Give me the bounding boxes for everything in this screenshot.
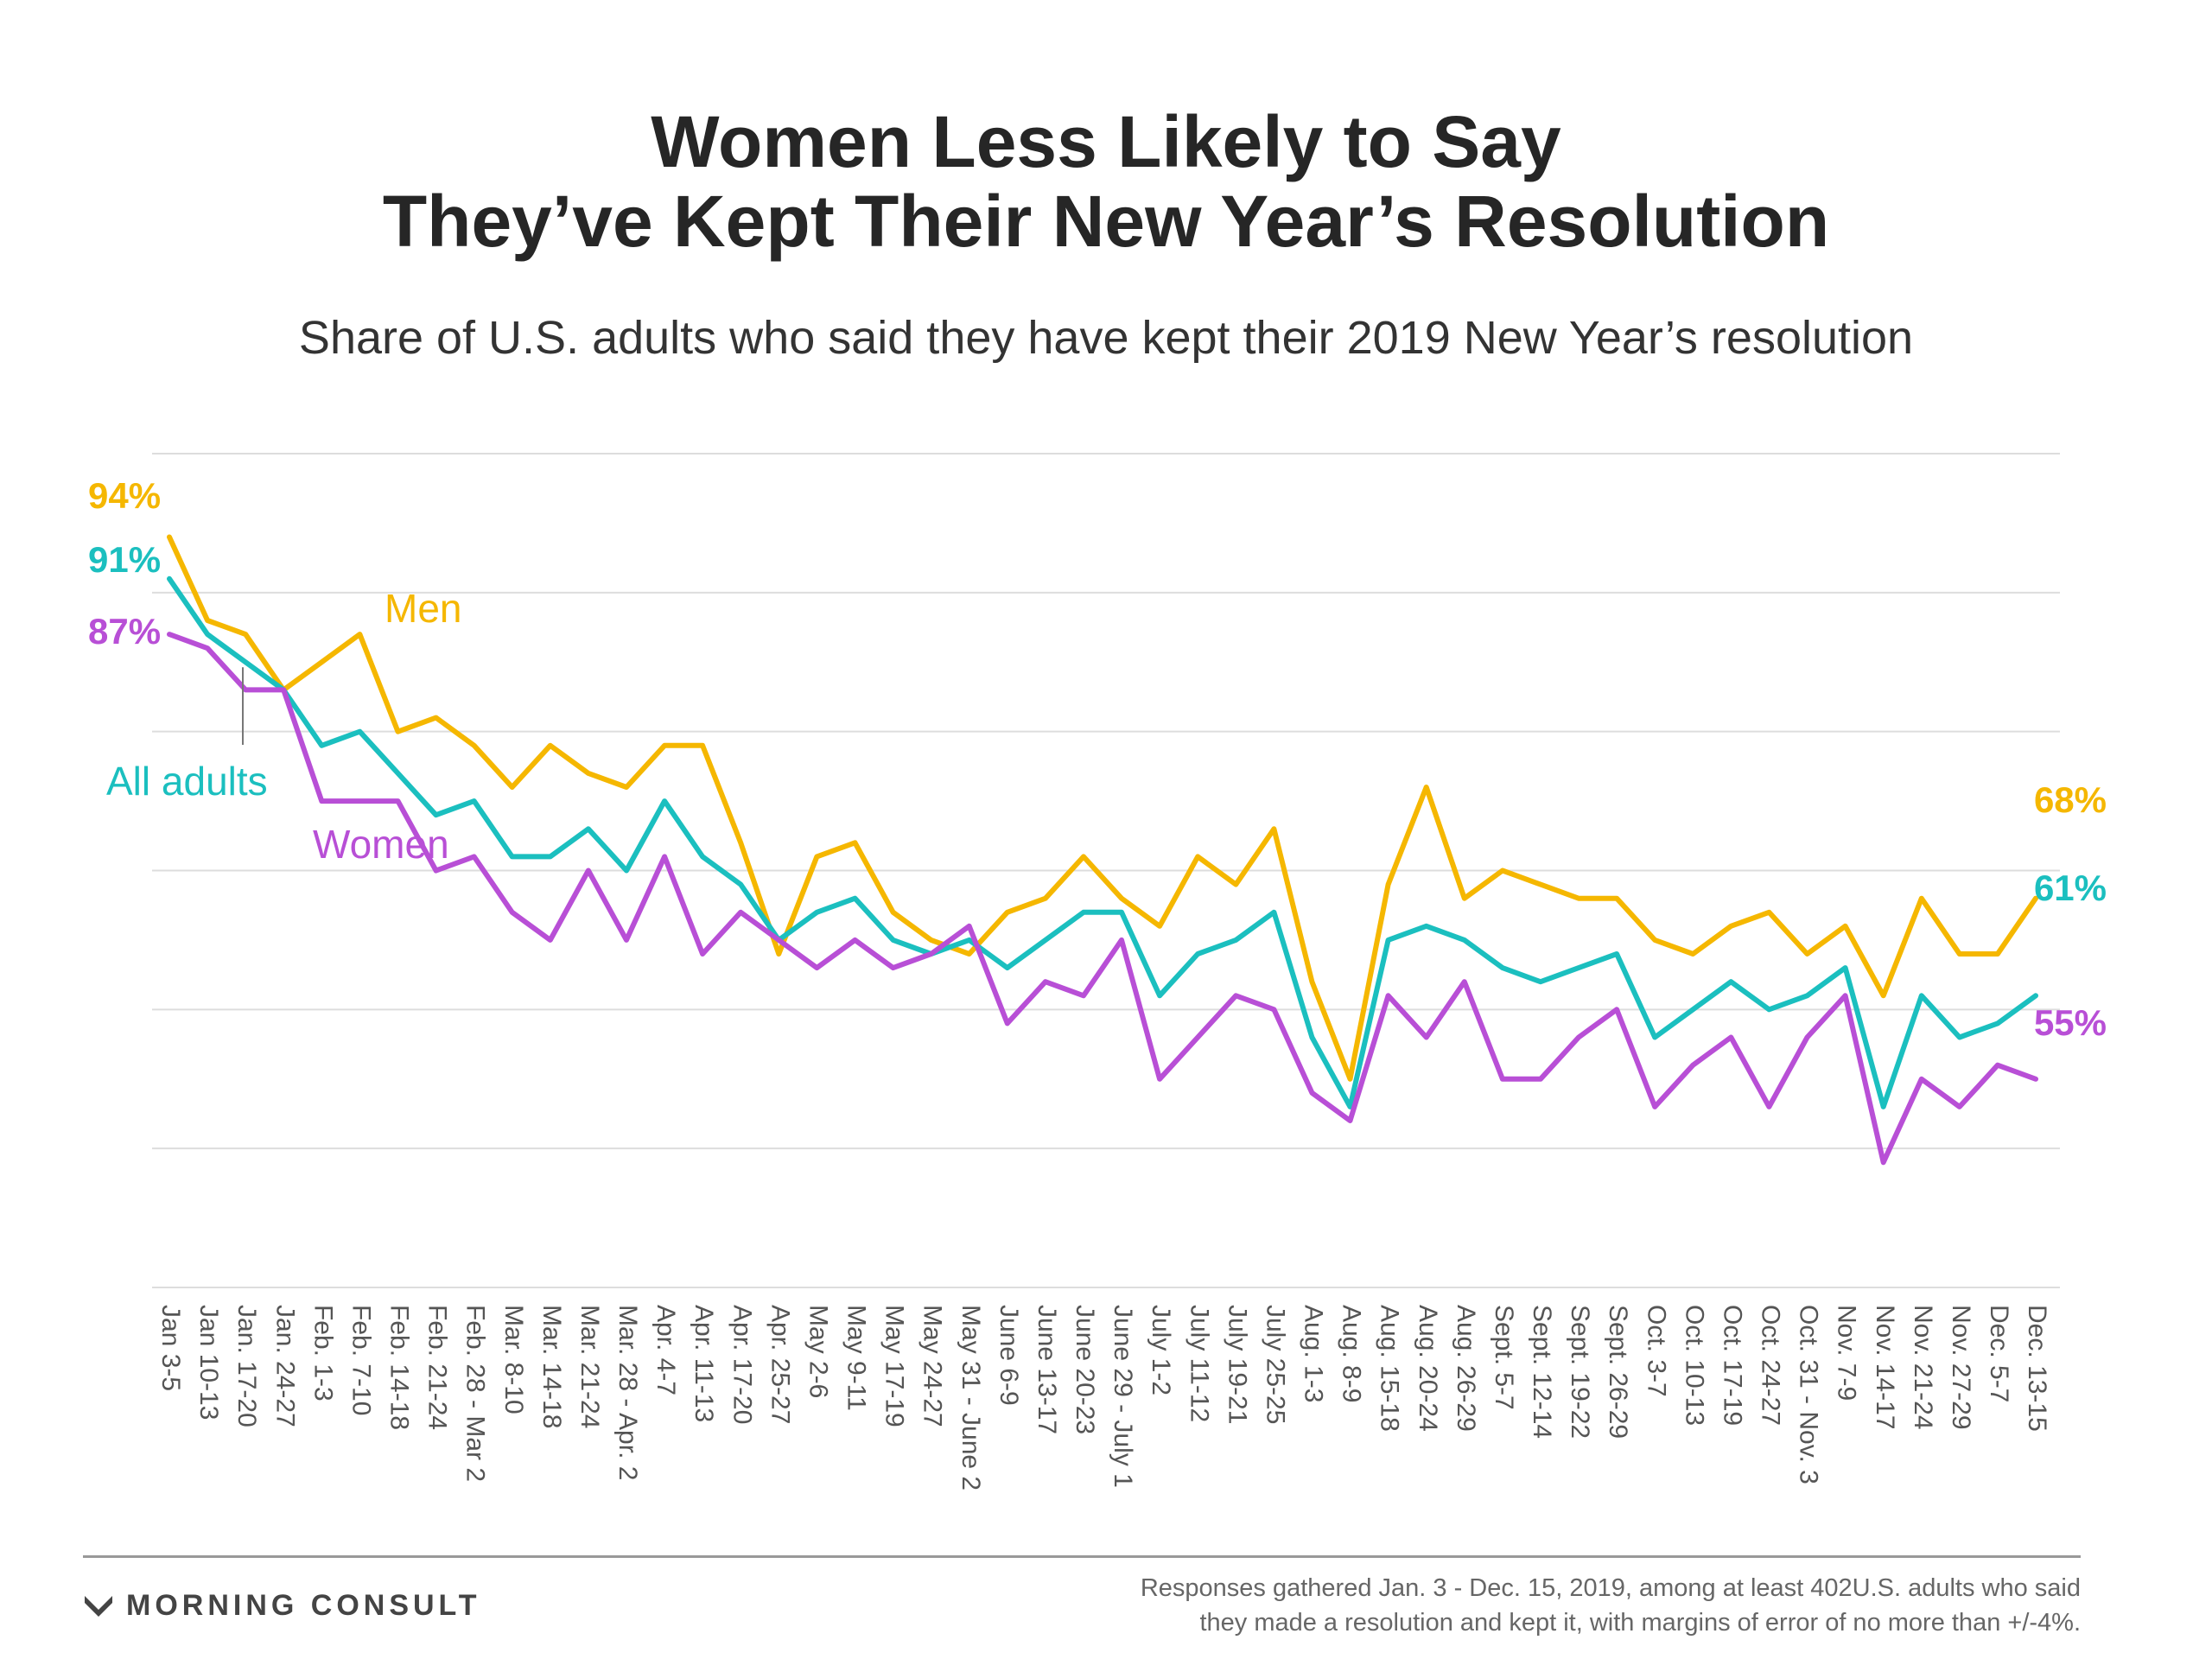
brand-name: MORNING CONSULT — [126, 1588, 481, 1622]
series-line-men — [167, 534, 2038, 1082]
x-tick-label: May 2-6 — [804, 1305, 832, 1398]
x-tick-label: July 25-25 — [1261, 1305, 1289, 1424]
x-tick-label: Oct. 31 - Nov. 3 — [1795, 1305, 1823, 1484]
x-tick-label: May 24-27 — [918, 1305, 947, 1427]
series-line-women — [167, 632, 2038, 1166]
x-tick-label: Mar. 28 - Apr. 2 — [613, 1305, 642, 1480]
x-tick-label: May 31 - June 2 — [957, 1305, 985, 1491]
series-name-label: Women — [313, 822, 449, 867]
x-tick-label: Apr. 17-20 — [728, 1305, 756, 1424]
x-tick-labels: Jan 3-5 Jan 10-13 Jan. 17-20 Jan. 24-27 Feb.… — [156, 1305, 2051, 1491]
x-tick-label: Feb. 1-3 — [308, 1305, 337, 1402]
morning-consult-logo: MORNING CONSULT — [83, 1588, 481, 1623]
x-tick-label: Feb. 21-24 — [423, 1305, 452, 1430]
x-tick-label: Oct. 24-27 — [1757, 1305, 1785, 1426]
footer-divider — [83, 1555, 2081, 1558]
chart-title-line-1: Women Less Likely to Say — [651, 101, 1561, 182]
x-tick-label: Jan. 17-20 — [232, 1305, 261, 1427]
x-tick-label: June 29 - July 1 — [1109, 1305, 1137, 1488]
x-tick-label: Nov. 27-29 — [1947, 1305, 1975, 1430]
end-value-label: 68% — [2034, 779, 2107, 820]
x-tick-label: Oct. 3-7 — [1642, 1305, 1670, 1397]
x-tick-label: June 13-17 — [1033, 1305, 1061, 1434]
end-value-label: 61% — [2034, 868, 2107, 908]
x-tick-label: June 20-23 — [1071, 1305, 1099, 1434]
x-tick-label: Jan. 24-27 — [270, 1305, 299, 1427]
x-tick-label: Apr. 25-27 — [766, 1305, 794, 1424]
x-tick-label: Aug. 26-29 — [1452, 1305, 1480, 1432]
x-tick-label: Aug. 20-24 — [1414, 1305, 1442, 1432]
footnote-line-2: they made a resolution and kept it, with… — [1199, 1609, 2081, 1637]
x-tick-label: June 6-9 — [995, 1305, 1023, 1406]
x-tick-label: Feb. 14-18 — [385, 1305, 414, 1430]
chart-title: Women Less Likely to Say They’ve Kept Th… — [0, 102, 2212, 261]
start-value-label: 94% — [88, 475, 161, 516]
footnote-line-1: Responses gathered Jan. 3 - Dec. 15, 201… — [1140, 1574, 2081, 1602]
x-tick-label: May 17-19 — [880, 1305, 909, 1427]
x-tick-label: Dec. 5-7 — [1985, 1305, 2013, 1402]
end-value-label: 55% — [2034, 1002, 2107, 1043]
x-tick-label: Oct. 17-19 — [1718, 1305, 1746, 1426]
chart-subtitle: Share of U.S. adults who said they have … — [298, 312, 1914, 364]
x-tick-label: Mar. 8-10 — [499, 1305, 528, 1414]
x-tick-label: Oct. 10-13 — [1680, 1305, 1708, 1426]
x-tick-label: Apr. 11-13 — [690, 1305, 718, 1422]
series-name-label: Men — [385, 586, 461, 631]
series-line-all-adults — [167, 575, 2038, 1109]
x-tick-label: Mar. 21-24 — [575, 1305, 604, 1428]
x-tick-label: Nov. 7-9 — [1833, 1305, 1861, 1401]
x-tick-label: Aug. 8-9 — [1338, 1305, 1366, 1402]
series-labels: Men All adults Women 94% 68% 91% 61% 87% 55% — [88, 475, 2107, 1043]
x-tick-label: Nov. 21-24 — [1909, 1305, 1937, 1430]
x-tick-label: Feb. 7-10 — [346, 1305, 375, 1415]
x-tick-label: Sept. 19-22 — [1566, 1305, 1594, 1439]
x-tick-label: July 11-12 — [1185, 1305, 1213, 1422]
x-tick-label: Feb. 28 - Mar 2 — [461, 1305, 490, 1482]
x-tick-label: Dec. 13-15 — [2023, 1305, 2051, 1432]
x-tick-label: Jan 3-5 — [156, 1305, 185, 1391]
footnote: Responses gathered Jan. 3 - Dec. 15, 201… — [957, 1571, 2081, 1640]
x-tick-label: Apr. 4-7 — [652, 1305, 680, 1395]
series-name-label: All adults — [106, 759, 268, 804]
x-tick-label: Aug. 1-3 — [1300, 1305, 1328, 1402]
logo-mark-icon — [85, 1596, 112, 1617]
x-tick-label: Sept. 12-14 — [1528, 1305, 1556, 1439]
series-lines — [167, 534, 2038, 1166]
gridlines — [152, 453, 2060, 1288]
start-value-label: 87% — [88, 611, 161, 652]
x-tick-label: Mar. 14-18 — [537, 1305, 566, 1428]
x-tick-label: Nov. 14-17 — [1871, 1305, 1899, 1430]
x-tick-label: May 9-11 — [842, 1305, 871, 1411]
x-tick-label: Sept. 26-29 — [1604, 1305, 1632, 1439]
x-tick-label: July 1-2 — [1147, 1305, 1175, 1395]
start-value-label: 91% — [88, 539, 161, 580]
x-tick-label: Aug. 15-18 — [1376, 1305, 1404, 1432]
x-tick-label: Jan 10-13 — [194, 1305, 223, 1420]
x-tick-label: July 19-21 — [1223, 1305, 1251, 1424]
x-tick-label: Sept. 5-7 — [1490, 1305, 1518, 1410]
chart-title-line-2: They’ve Kept Their New Year’s Resolution — [382, 181, 1830, 262]
